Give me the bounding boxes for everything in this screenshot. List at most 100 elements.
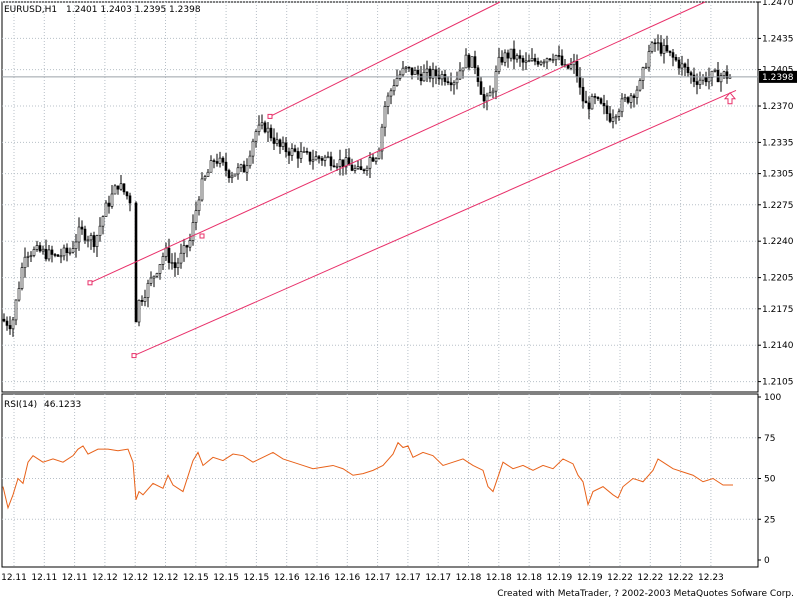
candle [89, 232, 93, 250]
candle [65, 243, 69, 262]
candle [218, 151, 222, 168]
candle [110, 184, 114, 209]
candle [68, 247, 72, 256]
candle [626, 96, 630, 105]
candle [14, 299, 18, 326]
candle [446, 76, 450, 86]
time-tick-label: 12.12 [122, 573, 148, 583]
candle [212, 158, 216, 169]
candle [722, 70, 726, 80]
time-tick-label: 12.22 [607, 573, 633, 583]
time-tick-label: 12.11 [62, 573, 88, 583]
candle [32, 246, 36, 258]
last-price-label: 1.2398 [762, 73, 794, 83]
candle [161, 252, 165, 271]
candle [503, 49, 507, 67]
candle [8, 316, 12, 335]
candle [302, 146, 306, 153]
candle [710, 70, 714, 87]
candle [599, 97, 603, 105]
candle [149, 271, 153, 287]
candle [413, 66, 417, 76]
candle [104, 200, 108, 217]
candle [200, 172, 204, 202]
footer-credit: Created with MetaTrader, ? 2002-2003 Met… [497, 589, 794, 599]
candle [242, 160, 246, 173]
main-grid [2, 1, 758, 392]
price-tick-label: 1.2370 [762, 102, 794, 112]
candle [704, 71, 708, 87]
candle [641, 66, 645, 90]
candle [320, 155, 324, 166]
candle [359, 159, 363, 171]
candle [494, 65, 498, 100]
candle [662, 38, 666, 64]
candle [506, 49, 510, 68]
candle [11, 316, 15, 337]
candle [47, 245, 51, 262]
time-tick-label: 12.23 [698, 573, 724, 583]
candle [533, 53, 537, 66]
candle [35, 240, 39, 252]
candle [581, 78, 585, 109]
time-tick-label: 12.22 [668, 573, 694, 583]
candle [500, 50, 504, 66]
candle [596, 96, 600, 101]
candle [614, 114, 618, 125]
price-tick-label: 1.2435 [762, 34, 794, 44]
candle [452, 80, 456, 95]
candle [683, 62, 687, 77]
rsi-tick-label: 100 [764, 393, 781, 403]
symbol-label: EURUSD,H1 [4, 5, 57, 15]
candle [146, 279, 150, 308]
price-tick-label: 1.2335 [762, 138, 794, 148]
candle [278, 138, 282, 154]
candle [296, 147, 300, 168]
candle [59, 248, 63, 264]
channel-anchor [87, 280, 93, 286]
candle [329, 151, 333, 171]
candle [338, 149, 342, 176]
candle [470, 56, 474, 68]
time-tick-label: 12.17 [425, 573, 451, 583]
channel-anchor [199, 233, 205, 239]
price-tick-label: 1.2140 [762, 341, 794, 351]
time-tick-label: 12.19 [577, 573, 603, 583]
candle [95, 234, 99, 257]
candle [152, 275, 156, 288]
candle [545, 57, 549, 70]
candle [326, 151, 330, 159]
candle [392, 79, 396, 96]
candle [347, 148, 351, 166]
candle [245, 158, 249, 182]
candle [578, 67, 582, 95]
candle [665, 35, 669, 53]
candle [554, 54, 558, 67]
candle [23, 247, 27, 278]
candle [374, 157, 378, 165]
candle [725, 65, 729, 84]
candle [434, 65, 438, 85]
candle [509, 48, 513, 62]
price-tick-label: 1.2240 [762, 237, 794, 247]
last-price-badge [759, 70, 797, 83]
time-tick-label: 12.19 [547, 573, 573, 583]
candle [497, 47, 501, 74]
candle [353, 164, 357, 174]
candle [632, 93, 636, 108]
candle [362, 168, 366, 174]
candle [587, 96, 591, 120]
candle [299, 142, 303, 163]
candle [314, 150, 318, 161]
candle [701, 74, 705, 85]
time-tick-label: 12.18 [516, 573, 542, 583]
candle [122, 183, 126, 195]
candle [248, 150, 252, 169]
candle [209, 155, 213, 173]
candle [719, 72, 723, 92]
candle [125, 191, 129, 200]
candle [551, 53, 555, 64]
rsi-grid [2, 394, 758, 567]
candle [593, 93, 597, 105]
